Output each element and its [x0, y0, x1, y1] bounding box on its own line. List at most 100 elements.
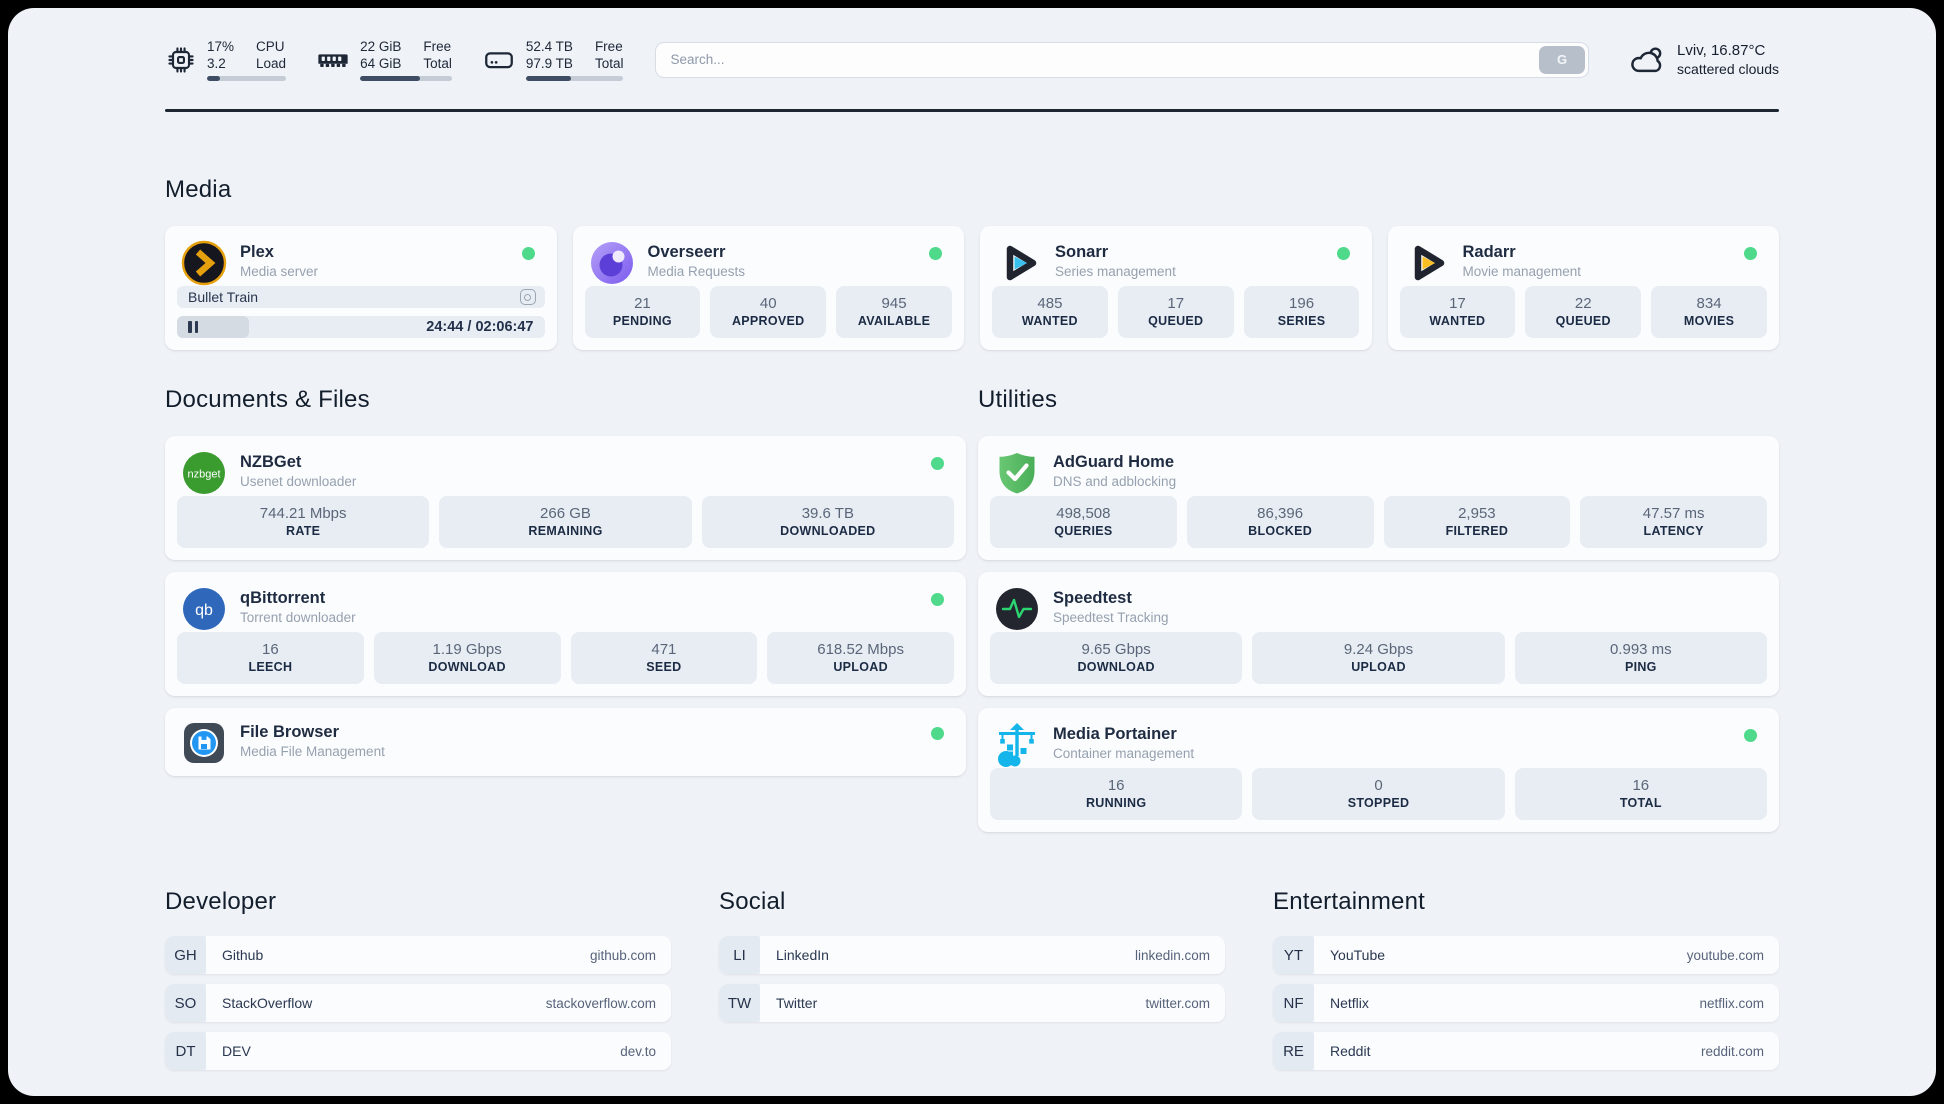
speedtest-stat-ping: 0.993 ms PING	[1514, 632, 1767, 684]
svg-text:qb: qb	[195, 602, 213, 619]
plex-name: Plex	[240, 243, 274, 261]
nzbget-stat-downloaded: 39.6 TB DOWNLOADED	[701, 496, 954, 548]
disk-free-label: Free	[594, 39, 623, 54]
adguard-card[interactable]: AdGuard Home DNS and adblocking 498,508 …	[978, 436, 1779, 560]
portainer-stat-total: 16 TOTAL	[1514, 768, 1767, 820]
scattered-clouds-icon	[1631, 46, 1662, 72]
qbittorrent-stat-upload: 618.52 Mbps UPLOAD	[767, 632, 954, 684]
nzbget-stat-rate: 744.21 Mbps RATE	[177, 496, 430, 548]
memory-free-label: Free	[423, 39, 452, 54]
sonarr-card[interactable]: Sonarr Series management 485 WANTED 17 Q…	[980, 226, 1372, 350]
radarr-stat-queued: 22 QUEUED	[1525, 286, 1642, 338]
plex-card[interactable]: Plex Media server Bullet Train 24:44 / 0…	[165, 226, 557, 350]
nzbget-status-dot	[931, 457, 944, 470]
bookmark-youtube[interactable]: YT YouTube youtube.com	[1273, 936, 1779, 974]
plex-time: 24:44 / 02:06:47	[426, 319, 534, 335]
adguard-stat-blocked: 86,396 BLOCKED	[1186, 496, 1374, 548]
portainer-card[interactable]: Media Portainer Container management 16 …	[978, 708, 1779, 832]
bookmark-dev[interactable]: DT DEV dev.to	[165, 1032, 671, 1070]
radarr-card[interactable]: Radarr Movie management 17 WANTED 22 QUE…	[1387, 226, 1779, 350]
adguard-icon	[999, 453, 1035, 494]
top-header: 17% 3.2 CPU Load	[165, 38, 1779, 81]
speedtest-stat-upload: 9.24 Gbps UPLOAD	[1252, 632, 1505, 684]
memory-progress-bar	[360, 76, 452, 81]
bookmark-linkedin[interactable]: LI LinkedIn linkedin.com	[719, 936, 1225, 974]
cpu-load-value: 3.2	[207, 56, 226, 71]
qbittorrent-status-dot	[931, 593, 944, 606]
overseerr-card[interactable]: Overseerr Media Requests 21 PENDING 40 A…	[572, 226, 964, 350]
section-title-social: Social	[719, 888, 786, 915]
search-engine-button[interactable]: G	[1539, 45, 1586, 74]
section-title-entertainment: Entertainment	[1273, 888, 1426, 915]
qbittorrent-stat-seed: 471 SEED	[570, 632, 758, 684]
radarr-stat-movies: 834 MOVIES	[1651, 286, 1767, 338]
bookmark-stackoverflow-badge: SO	[165, 984, 206, 1022]
disk-total-value: 97.9 TB	[525, 56, 573, 71]
overseerr-stat-pending: 21 PENDING	[584, 286, 701, 338]
overseerr-status-dot	[929, 247, 942, 260]
sonarr-name: Sonarr	[1055, 243, 1109, 261]
radarr-stat-wanted: 17 WANTED	[1399, 286, 1516, 338]
adguard-stat-latency: 47.57 ms LATENCY	[1580, 496, 1767, 548]
radarr-status-dot	[1744, 247, 1757, 260]
plex-progress-row: 24:44 / 02:06:47	[177, 316, 545, 338]
qbittorrent-icon: qb	[183, 588, 225, 630]
disk-icon	[485, 51, 513, 68]
radarr-name: Radarr	[1462, 243, 1516, 261]
speedtest-name: Speedtest	[1053, 589, 1132, 607]
disk-free-value: 52.4 TB	[525, 39, 573, 54]
overseerr-subtitle: Media Requests	[647, 264, 746, 279]
plex-subtitle: Media server	[240, 264, 319, 279]
sonarr-icon	[1006, 245, 1037, 281]
section-title-utilities: Utilities	[978, 386, 1058, 413]
cpu-usage-value: 17%	[207, 39, 235, 54]
overseerr-icon	[590, 242, 633, 284]
sonarr-stat-series: 196 SERIES	[1243, 286, 1360, 338]
filebrowser-card[interactable]: File Browser Media File Management	[165, 708, 966, 776]
bookmark-github[interactable]: GH Github github.com	[165, 936, 671, 974]
speedtest-card[interactable]: Speedtest Speedtest Tracking 9.65 Gbps D…	[978, 572, 1779, 696]
plex-now-playing-title: Bullet Train	[188, 289, 259, 305]
bookmark-dev-badge: DT	[165, 1032, 206, 1070]
bookmark-twitter[interactable]: TW Twitter twitter.com	[719, 984, 1225, 1022]
cpu-load-label: Load	[256, 56, 287, 71]
system-widgets: 17% 3.2 CPU Load	[165, 38, 624, 81]
speedtest-stat-download: 9.65 Gbps DOWNLOAD	[990, 632, 1243, 684]
cpu-usage-label: CPU	[256, 39, 285, 54]
memory-total-label: Total	[423, 56, 452, 71]
memory-free-value: 22 GiB	[360, 39, 402, 54]
section-title-documents: Documents & Files	[165, 386, 370, 413]
svg-text:nzbget: nzbget	[187, 469, 220, 481]
cpu-icon	[168, 46, 194, 73]
qbittorrent-subtitle: Torrent downloader	[240, 610, 356, 625]
weather-location-temp: Lviv, 16.87°C	[1677, 42, 1766, 59]
sonarr-status-dot	[1336, 247, 1350, 260]
portainer-stat-running: 16 RUNNING	[990, 768, 1243, 820]
memory-icon	[318, 53, 348, 67]
bookmark-netflix-badge: NF	[1273, 984, 1314, 1022]
search-bar: G	[655, 41, 1590, 78]
bookmark-linkedin-badge: LI	[719, 936, 760, 974]
plex-icon	[181, 240, 227, 286]
bookmark-reddit[interactable]: RE Reddit reddit.com	[1273, 1032, 1779, 1070]
search-input[interactable]	[655, 41, 1590, 78]
bookmark-github-badge: GH	[165, 936, 206, 974]
filebrowser-status-dot	[931, 727, 944, 740]
plex-status-dot	[521, 247, 535, 260]
portainer-icon	[998, 723, 1035, 767]
portainer-subtitle: Container management	[1053, 746, 1195, 761]
qbittorrent-stat-leech: 16 LEECH	[177, 632, 364, 684]
bookmark-netflix[interactable]: NF Netflix netflix.com	[1273, 984, 1779, 1022]
nzbget-subtitle: Usenet downloader	[240, 474, 357, 489]
speedtest-icon	[996, 588, 1038, 630]
section-title-developer: Developer	[165, 888, 277, 915]
overseerr-stat-available: 945 AVAILABLE	[836, 286, 952, 338]
pause-icon	[188, 321, 198, 333]
bookmark-stackoverflow[interactable]: SO StackOverflow stackoverflow.com	[165, 984, 671, 1022]
adguard-name: AdGuard Home	[1053, 453, 1175, 471]
session-target-icon[interactable]	[519, 289, 536, 305]
nzbget-name: NZBGet	[240, 453, 302, 471]
qbittorrent-card[interactable]: qb qBittorrent Torrent downloader 16 LEE…	[165, 572, 966, 696]
bookmark-group-developer: Developer GH Github github.com SO StackO…	[165, 888, 671, 1070]
nzbget-card[interactable]: nzbget NZBGet Usenet downloader 744.21 M…	[165, 436, 966, 560]
